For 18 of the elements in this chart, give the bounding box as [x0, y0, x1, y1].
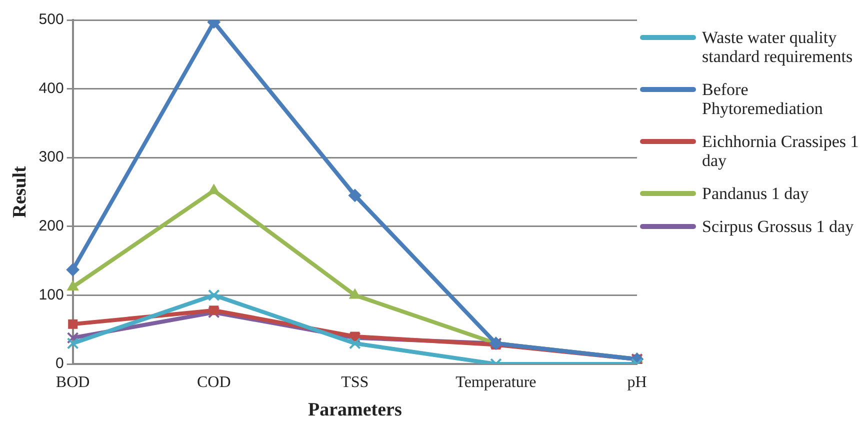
- x-tick-label: TSS: [341, 374, 369, 391]
- y-axis-title: Result: [9, 165, 30, 218]
- legend-label: Eichhornia Crassipes 1 day: [702, 132, 860, 170]
- y-tick-label: 500: [38, 11, 64, 28]
- x-tick-label: Temperature: [456, 374, 536, 391]
- x-tick-label: COD: [196, 374, 231, 391]
- legend-label: Scirpus Grossus 1 day: [702, 217, 854, 236]
- y-tick-label: 300: [38, 148, 64, 166]
- y-tick-label: 200: [38, 218, 64, 235]
- legend-label: Before Phytoremediation: [702, 80, 824, 118]
- x-tick-label: pH: [627, 374, 648, 391]
- x-axis-title: Parameters: [308, 400, 402, 421]
- y-tick-label: 100: [38, 286, 64, 304]
- x-tick-label: BOD: [56, 374, 90, 391]
- legend-label: Waste water quality standard requirements: [702, 28, 854, 66]
- y-tick-label: 400: [38, 80, 64, 97]
- legend-label: Pandanus 1 day: [702, 184, 809, 203]
- y-tick-label: 0: [55, 355, 64, 372]
